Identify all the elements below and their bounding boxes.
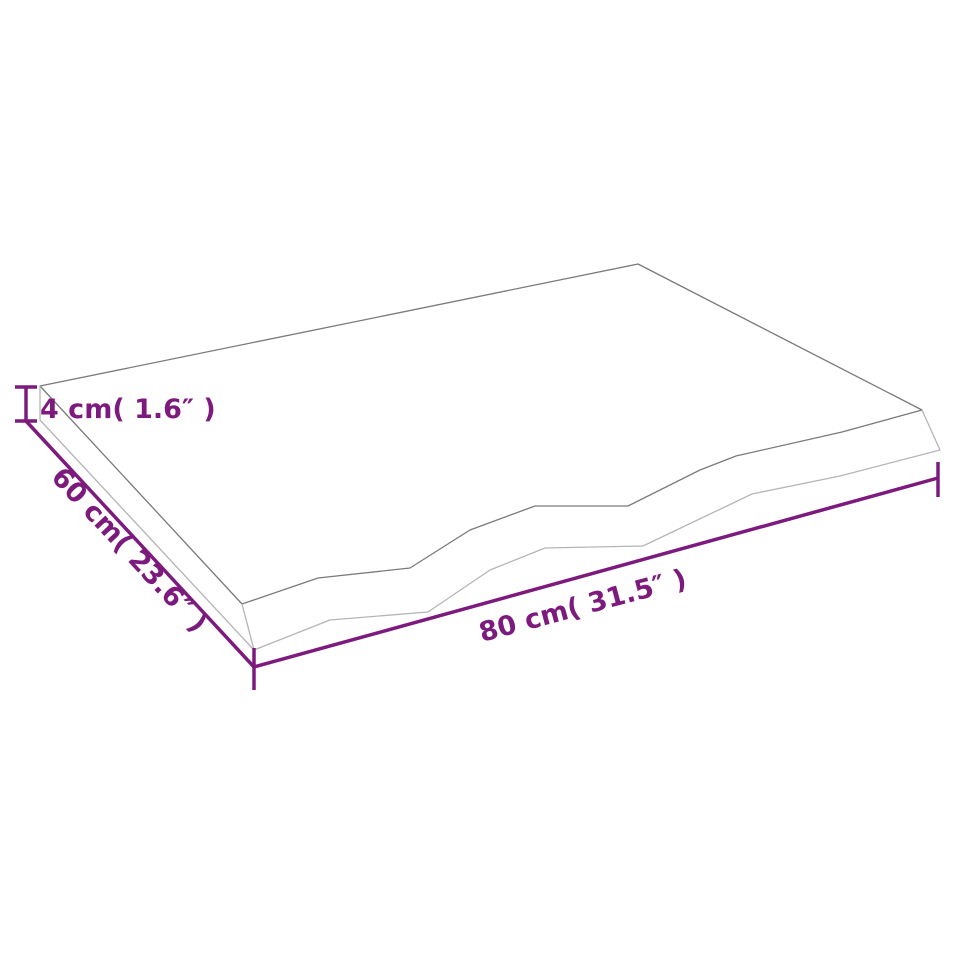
depth-dimension-line [24, 419, 256, 669]
board-top-face [39, 263, 923, 605]
board-front-corner [241, 603, 255, 651]
board-bottom-edge [39, 386, 941, 651]
thickness-label: 4 cm( 1.6″ ) [40, 394, 216, 425]
depth-label: 60 cm( 23.6″ ) [45, 462, 213, 639]
width-dimension-line [253, 476, 939, 669]
